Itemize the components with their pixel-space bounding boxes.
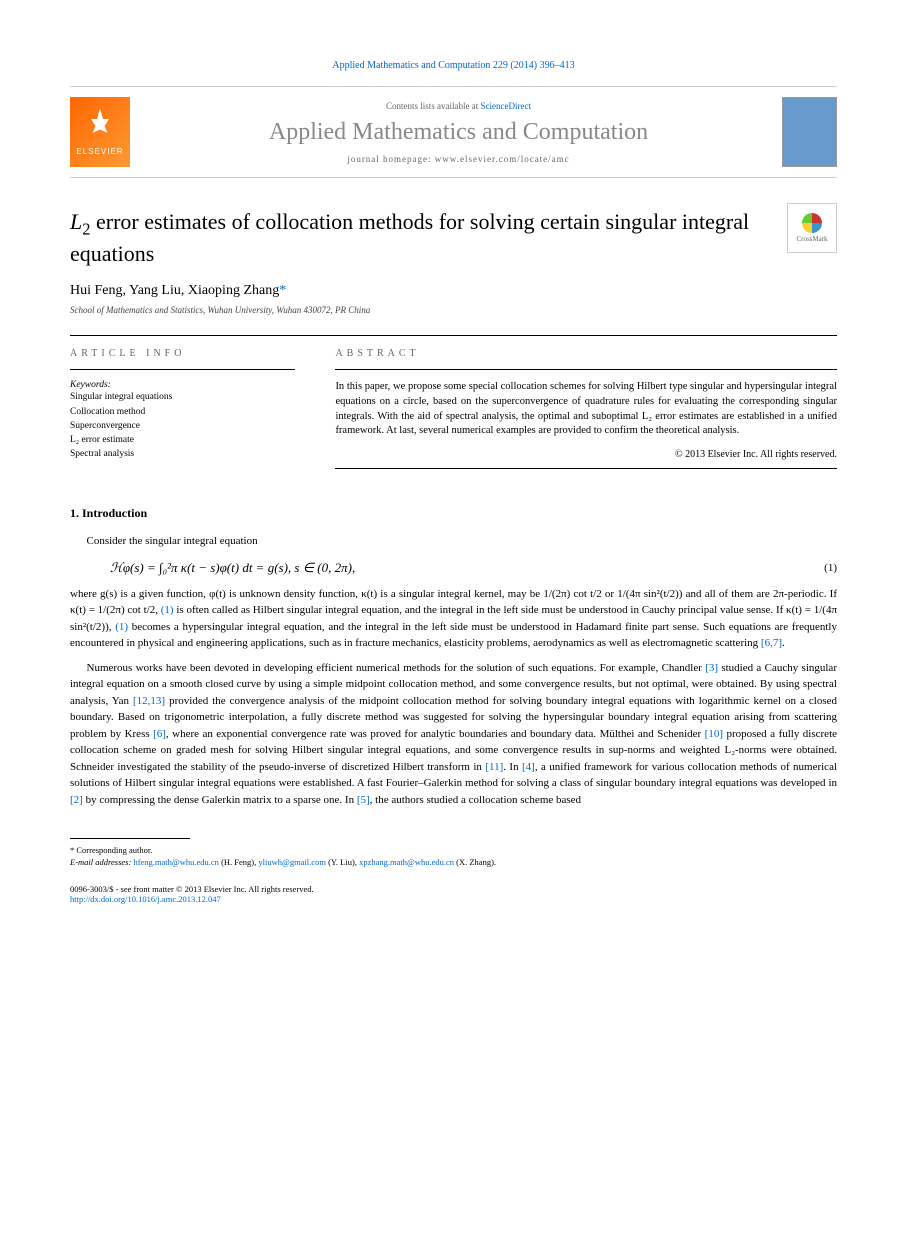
keyword: Superconvergence bbox=[70, 419, 295, 433]
homepage-prefix: journal homepage: bbox=[347, 154, 434, 164]
text: . bbox=[782, 637, 785, 649]
equation-row: ℋφ(s) = ∫₀²π κ(t − s)φ(t) dt = g(s), s ∈… bbox=[110, 560, 837, 576]
email-name: (X. Zhang). bbox=[454, 857, 496, 867]
email-footnote: E-mail addresses: hfeng.math@whu.edu.cn … bbox=[70, 857, 837, 869]
text: Numerous works have been devoted in deve… bbox=[87, 662, 706, 674]
elsevier-logo: ELSEVIER bbox=[70, 97, 130, 167]
footer: 0096-3003/$ - see front matter © 2013 El… bbox=[70, 884, 837, 904]
citation-link[interactable]: [4] bbox=[522, 761, 535, 773]
running-header: Applied Mathematics and Computation 229 … bbox=[70, 60, 837, 71]
journal-name: Applied Mathematics and Computation bbox=[150, 119, 767, 146]
eq-ref-link[interactable]: (1) bbox=[161, 604, 174, 616]
tree-icon bbox=[85, 109, 115, 144]
elsevier-label: ELSEVIER bbox=[76, 147, 123, 156]
citation-link[interactable]: [11] bbox=[485, 761, 503, 773]
doi-link[interactable]: http://dx.doi.org/10.1016/j.amc.2013.12.… bbox=[70, 894, 221, 904]
paragraph: Consider the singular integral equation bbox=[70, 533, 837, 550]
text: where g(s) is a given function, φ(t) is … bbox=[70, 588, 543, 600]
citation-link[interactable]: [12,13] bbox=[133, 695, 165, 707]
citation-link[interactable]: [6] bbox=[153, 728, 166, 740]
inline-math: 1/(4π sin²(t/2)) bbox=[617, 588, 682, 600]
citation-link[interactable]: [10] bbox=[705, 728, 723, 740]
text: . In bbox=[503, 761, 522, 773]
corresponding-footnote: * Corresponding author. bbox=[70, 845, 837, 857]
copyright-line: © 2013 Elsevier Inc. All rights reserved… bbox=[335, 449, 837, 469]
homepage-line: journal homepage: www.elsevier.com/locat… bbox=[150, 154, 767, 164]
text: , the authors studied a collocation sche… bbox=[370, 794, 581, 806]
title-rest: error estimates of collocation methods f… bbox=[70, 209, 749, 266]
text: , where an exponential convergence rate … bbox=[166, 728, 705, 740]
contents-line: Contents lists available at ScienceDirec… bbox=[150, 101, 767, 111]
abstract-text: In this paper, we propose some special c… bbox=[335, 369, 837, 439]
info-abstract-row: ARTICLE INFO Keywords: Singular integral… bbox=[70, 335, 837, 481]
author-list: Hui Feng, Yang Liu, Xiaoping Zhang bbox=[70, 283, 279, 298]
article-title: L2 error estimates of collocation method… bbox=[70, 208, 837, 268]
email-name: (Y. Liu), bbox=[326, 857, 359, 867]
keywords-block: Keywords: Singular integral equations Co… bbox=[70, 369, 295, 461]
footnote-separator bbox=[70, 838, 190, 839]
article-info-label: ARTICLE INFO bbox=[70, 348, 295, 359]
introduction-section: 1. Introduction Consider the singular in… bbox=[70, 506, 837, 808]
corresponding-star: * bbox=[279, 283, 286, 298]
homepage-url: www.elsevier.com/locate/amc bbox=[435, 154, 570, 164]
citation-link[interactable]: [2] bbox=[70, 794, 83, 806]
eq-ref-link[interactable]: (1) bbox=[115, 621, 128, 633]
section-heading: 1. Introduction bbox=[70, 506, 837, 521]
abstract-column: ABSTRACT In this paper, we propose some … bbox=[315, 336, 837, 481]
email-name: (H. Feng), bbox=[219, 857, 258, 867]
text: by compressing the dense Galerkin matrix… bbox=[83, 794, 357, 806]
crossmark-icon bbox=[802, 213, 822, 233]
paragraph: where g(s) is a given function, φ(t) is … bbox=[70, 586, 837, 652]
citation-link[interactable]: [6,7] bbox=[761, 637, 782, 649]
abstract-label: ABSTRACT bbox=[335, 348, 837, 359]
inline-math: 1/(2π) cot t/2 bbox=[543, 588, 601, 600]
text: or bbox=[602, 588, 618, 600]
equation-number: (1) bbox=[804, 562, 837, 574]
journal-cover-thumbnail bbox=[782, 97, 837, 167]
crossmark-label: CrossMark bbox=[796, 235, 827, 243]
title-sub: 2 bbox=[82, 219, 90, 238]
text: becomes a hypersingular integral equatio… bbox=[70, 621, 837, 650]
crossmark-badge[interactable]: CrossMark bbox=[787, 203, 837, 253]
email-label: E-mail addresses: bbox=[70, 857, 133, 867]
equation: ℋφ(s) = ∫₀²π κ(t − s)φ(t) dt = g(s), s ∈… bbox=[110, 560, 804, 576]
sciencedirect-link[interactable]: ScienceDirect bbox=[481, 101, 531, 111]
contents-prefix: Contents lists available at bbox=[386, 101, 480, 111]
journal-header-bar: ELSEVIER Contents lists available at Sci… bbox=[70, 86, 837, 178]
footer-line1: 0096-3003/$ - see front matter © 2013 El… bbox=[70, 884, 837, 894]
journal-meta: Contents lists available at ScienceDirec… bbox=[150, 101, 767, 164]
keyword: Collocation method bbox=[70, 405, 295, 419]
article-info-column: ARTICLE INFO Keywords: Singular integral… bbox=[70, 336, 315, 481]
affiliation: School of Mathematics and Statistics, Wu… bbox=[70, 305, 837, 315]
authors: Hui Feng, Yang Liu, Xiaoping Zhang* bbox=[70, 283, 837, 299]
keyword: Singular integral equations bbox=[70, 390, 295, 404]
paragraph: Numerous works have been devoted in deve… bbox=[70, 660, 837, 809]
email-link[interactable]: hfeng.math@whu.edu.cn bbox=[133, 857, 219, 867]
keyword: L₂ error estimate bbox=[70, 433, 295, 447]
title-prefix: L bbox=[70, 209, 82, 234]
citation-link[interactable]: [5] bbox=[357, 794, 370, 806]
email-link[interactable]: xpzhang.math@whu.edu.cn bbox=[359, 857, 454, 867]
email-link[interactable]: yliuwh@gmail.com bbox=[258, 857, 326, 867]
citation-link[interactable]: [3] bbox=[705, 662, 718, 674]
keywords-label: Keywords: bbox=[70, 380, 295, 390]
keyword: Spectral analysis bbox=[70, 447, 295, 461]
